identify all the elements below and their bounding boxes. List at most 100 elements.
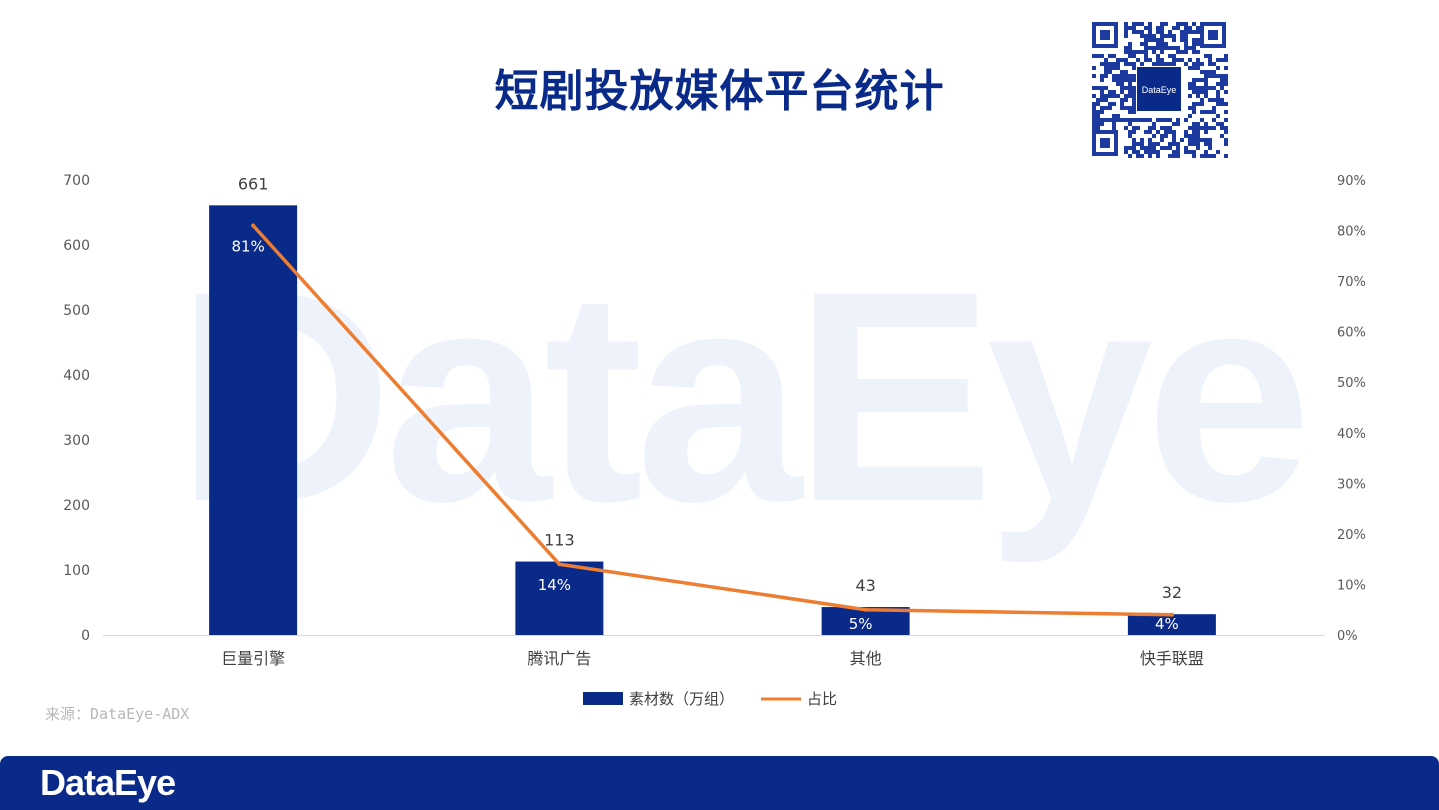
qr-module — [1104, 58, 1108, 62]
qr-module — [1200, 90, 1204, 94]
qr-module — [1164, 46, 1168, 50]
qr-module — [1188, 82, 1192, 86]
qr-module — [1100, 54, 1104, 58]
left-axis: 0 100 200 300 400 500 600 700 — [63, 173, 90, 644]
qr-module — [1128, 106, 1132, 110]
qr-module — [1144, 42, 1148, 46]
qr-module — [1132, 86, 1136, 90]
qr-module — [1172, 150, 1176, 154]
qr-module — [1188, 142, 1192, 146]
qr-module — [1184, 50, 1188, 54]
category-labels: 巨量引擎 腾讯广告 其他 快手联盟 — [221, 649, 1204, 668]
qr-module — [1180, 30, 1184, 34]
qr-module — [1148, 118, 1152, 122]
qr-module — [1124, 78, 1128, 82]
qr-module — [1224, 154, 1228, 158]
qr-module — [1148, 138, 1152, 142]
qr-module — [1144, 146, 1148, 150]
category-label: 其他 — [850, 649, 882, 668]
qr-module — [1216, 58, 1220, 62]
qr-module — [1112, 122, 1116, 126]
qr-module — [1128, 62, 1132, 66]
qr-module — [1164, 34, 1168, 38]
footer-logo: DataEye — [40, 762, 176, 803]
qr-module — [1212, 74, 1216, 78]
qr-module — [1152, 126, 1156, 130]
qr-module — [1196, 134, 1200, 138]
qr-module — [1116, 94, 1120, 98]
qr-module — [1152, 122, 1156, 126]
qr-module — [1160, 50, 1164, 54]
qr-module — [1144, 46, 1148, 50]
qr-module — [1128, 134, 1132, 138]
qr-module — [1120, 90, 1124, 94]
qr-module — [1148, 154, 1152, 158]
qr-module — [1192, 62, 1196, 66]
qr-module — [1100, 98, 1104, 102]
qr-module — [1092, 74, 1096, 78]
qr-module — [1196, 122, 1200, 126]
qr-module — [1092, 94, 1096, 98]
qr-module — [1100, 110, 1104, 114]
qr-module — [1140, 22, 1144, 26]
line-value-label: 14% — [538, 576, 571, 594]
footer-bar: DataEye — [0, 756, 1439, 810]
line-point — [251, 223, 256, 228]
qr-module — [1188, 150, 1192, 154]
qr-module — [1124, 146, 1128, 150]
bar — [1127, 614, 1216, 635]
qr-module — [1100, 74, 1104, 78]
qr-module — [1208, 98, 1212, 102]
qr-module — [1132, 126, 1136, 130]
watermark: DataEye — [176, 228, 1305, 566]
qr-module — [1124, 34, 1128, 38]
right-tick-label: 40% — [1337, 427, 1366, 442]
qr-module — [1132, 94, 1136, 98]
qr-module — [1196, 94, 1200, 98]
qr-module — [1216, 98, 1220, 102]
qr-module — [1172, 130, 1176, 134]
qr-module — [1188, 26, 1192, 30]
qr-module — [1192, 138, 1196, 142]
left-tick-label: 500 — [63, 303, 90, 319]
qr-module — [1196, 66, 1200, 70]
qr-module — [1200, 86, 1204, 90]
qr-module — [1120, 70, 1124, 74]
qr-module — [1188, 94, 1192, 98]
qr-module — [1160, 138, 1164, 142]
qr-module — [1216, 90, 1220, 94]
qr-module — [1128, 90, 1132, 94]
qr-module — [1140, 62, 1144, 66]
qr-module — [1128, 42, 1132, 46]
qr-module — [1168, 54, 1172, 58]
left-tick-label: 100 — [63, 563, 90, 579]
qr-module — [1140, 118, 1144, 122]
qr-module — [1124, 46, 1128, 50]
qr-module — [1172, 26, 1176, 30]
qr-module — [1156, 42, 1160, 46]
qr-module — [1224, 142, 1228, 146]
bar — [209, 205, 298, 635]
qr-module — [1204, 74, 1208, 78]
qr-module — [1108, 70, 1112, 74]
qr-module — [1120, 58, 1124, 62]
qr-module — [1104, 94, 1108, 98]
qr-module — [1220, 78, 1224, 82]
qr-module — [1164, 146, 1168, 150]
qr-module — [1124, 106, 1128, 110]
qr-module — [1224, 78, 1228, 82]
qr-module — [1096, 98, 1100, 102]
qr-module — [1116, 58, 1120, 62]
qr-module — [1112, 66, 1116, 70]
qr-module — [1112, 94, 1116, 98]
qr-module — [1164, 134, 1168, 138]
qr-module — [1104, 74, 1108, 78]
qr-module — [1192, 82, 1196, 86]
qr-module — [1100, 122, 1104, 126]
qr-module — [1108, 94, 1112, 98]
qr-module — [1128, 130, 1132, 134]
qr-module — [1172, 54, 1176, 58]
qr-module — [1140, 34, 1144, 38]
qr-module — [1192, 90, 1196, 94]
